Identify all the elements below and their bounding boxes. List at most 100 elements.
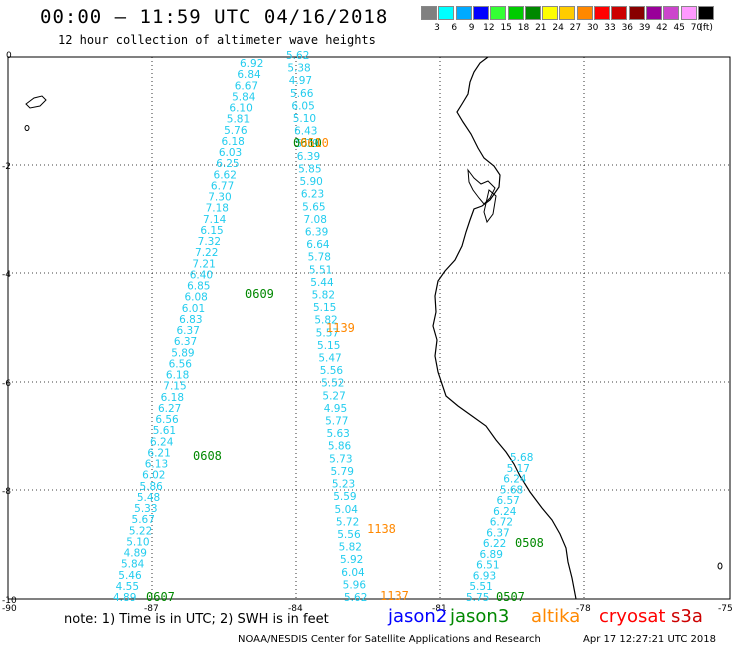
swh-value-track-a: 7.15 [163, 381, 186, 393]
swh-value-track-a: 6.21 [147, 447, 170, 459]
swh-value-track-a: 6.18 [221, 136, 244, 148]
time-label: 0609 [245, 287, 274, 301]
swh-value-track-a: 6.40 [190, 269, 213, 281]
swh-value-track-a: 5.81 [227, 114, 250, 126]
swh-value-track-b: 5.10 [293, 113, 316, 125]
swh-value-track-c: 5.17 [507, 463, 530, 475]
lat-label: -6 [2, 379, 11, 389]
swh-value-track-b: 5.90 [299, 176, 322, 188]
swh-value-track-a: 6.77 [211, 180, 234, 192]
swh-value-track-a: 6.13 [145, 459, 168, 471]
timestamp-text: Apr 17 12:27:21 UTC 2018 [583, 634, 716, 645]
legend-swatch [542, 6, 559, 20]
satellite-label-cryosat: cryosat [599, 606, 666, 627]
island [717, 562, 723, 570]
time-label: 0610 [300, 136, 329, 150]
lat-label: -4 [2, 270, 11, 280]
time-label: 0610 [293, 136, 322, 150]
swh-value-track-b: 5.57 [316, 327, 339, 339]
swh-value-track-b: 5.77 [325, 416, 348, 428]
swh-value-track-b: 5.82 [312, 289, 335, 301]
legend-unit: (ft) [699, 23, 713, 33]
swh-value-track-a: 6.03 [219, 147, 242, 159]
island [483, 189, 497, 224]
swh-value-track-a: 6.56 [169, 358, 193, 370]
swh-value-track-b: 5.27 [322, 390, 345, 402]
legend-swatch [594, 6, 610, 20]
island [24, 125, 30, 131]
swh-value-track-b: 5.66 [290, 88, 314, 100]
swh-value-track-c: 5.51 [469, 581, 492, 593]
legend-swatch [438, 6, 455, 20]
swh-value-track-b: 5.96 [343, 579, 367, 591]
swh-value-track-b: 6.05 [291, 100, 314, 112]
swh-value-track-a: 5.84 [121, 559, 145, 571]
swh-value-track-b: 5.52 [321, 378, 344, 390]
swh-value-track-a: 6.37 [174, 336, 197, 348]
swh-value-track-a: 5.89 [171, 347, 194, 359]
swh-value-track-a: 7.21 [192, 258, 215, 270]
swh-value-track-a: 6.02 [142, 470, 165, 482]
lon-label: -84 [288, 604, 303, 614]
swh-value-track-a: 6.92 [240, 58, 263, 70]
legend-label: 18 [517, 23, 530, 33]
swh-value-track-c: 6.89 [480, 549, 503, 561]
swh-value-track-b: 6.23 [301, 189, 324, 201]
swh-value-track-a: 6.62 [214, 169, 237, 181]
legend-label: 36 [621, 23, 634, 33]
swh-value-track-c: 6.57 [496, 495, 519, 507]
lon-label: -81 [432, 604, 447, 614]
lat-label: -10 [2, 596, 17, 606]
satellite-label-jason2: jason2 [388, 606, 448, 627]
swh-value-track-a: 6.15 [200, 225, 223, 237]
swh-value-track-b: 5.92 [340, 554, 363, 566]
swh-value-track-a: 5.76 [224, 125, 248, 137]
swh-value-track-b: 5.15 [317, 340, 340, 352]
lat-label: 0 [6, 51, 12, 61]
legend-swatch [697, 6, 714, 20]
swh-value-track-c: 5.68 [510, 452, 533, 464]
swh-value-track-b: 5.44 [310, 277, 334, 289]
swh-value-track-a: 6.18 [166, 370, 189, 382]
swh-value-track-b: 6.39 [297, 151, 320, 163]
satellite-label-s3a: s3a [671, 606, 703, 627]
swh-value-track-a: 7.30 [208, 192, 231, 204]
satellite-label-jason3: jason3 [450, 606, 510, 627]
swh-value-track-b: 5.72 [336, 516, 359, 528]
swh-value-track-a: 7.14 [203, 214, 227, 226]
legend-label: 6 [451, 23, 458, 33]
swh-value-track-a: 4.89 [124, 548, 147, 560]
swh-value-track-b: 6.43 [294, 126, 317, 138]
swh-value-track-c: 6.37 [486, 527, 509, 539]
swh-value-track-b: 5.82 [339, 542, 362, 554]
swh-value-track-a: 6.27 [158, 403, 181, 415]
legend-label: 9 [468, 23, 475, 33]
swh-value-track-b: 5.82 [314, 315, 337, 327]
time-label: 0507 [496, 590, 525, 604]
swh-value-track-b: 5.59 [333, 491, 356, 503]
swh-value-track-b: 5.51 [309, 264, 332, 276]
legend-swatch [421, 6, 437, 20]
swh-value-track-a: 6.10 [229, 103, 252, 115]
swh-value-track-b: 5.47 [318, 353, 341, 365]
legend-swatch [559, 6, 576, 20]
swh-value-track-a: 5.48 [137, 492, 160, 504]
swh-value-track-b: 5.62 [286, 50, 309, 62]
swh-value-track-a: 6.56 [155, 414, 179, 426]
swh-value-track-b: 5.65 [302, 201, 325, 213]
swh-value-track-a: 7.22 [195, 247, 218, 259]
swh-value-track-b: 5.15 [313, 302, 336, 314]
map-frame [7, 56, 731, 600]
time-label: 0508 [515, 536, 544, 550]
swh-value-track-c: 6.24 [493, 506, 517, 518]
swh-value-track-a: 7.32 [198, 236, 221, 248]
legend-label: 15 [500, 23, 512, 33]
swh-value-track-b: 4.95 [324, 403, 347, 415]
swh-value-track-b: 6.39 [305, 226, 328, 238]
legend-swatch [490, 6, 507, 20]
lat-label: -2 [2, 162, 11, 172]
swh-value-track-a: 5.22 [129, 525, 152, 537]
legend-label: 30 [586, 23, 599, 33]
legend-label: 12 [483, 23, 495, 33]
